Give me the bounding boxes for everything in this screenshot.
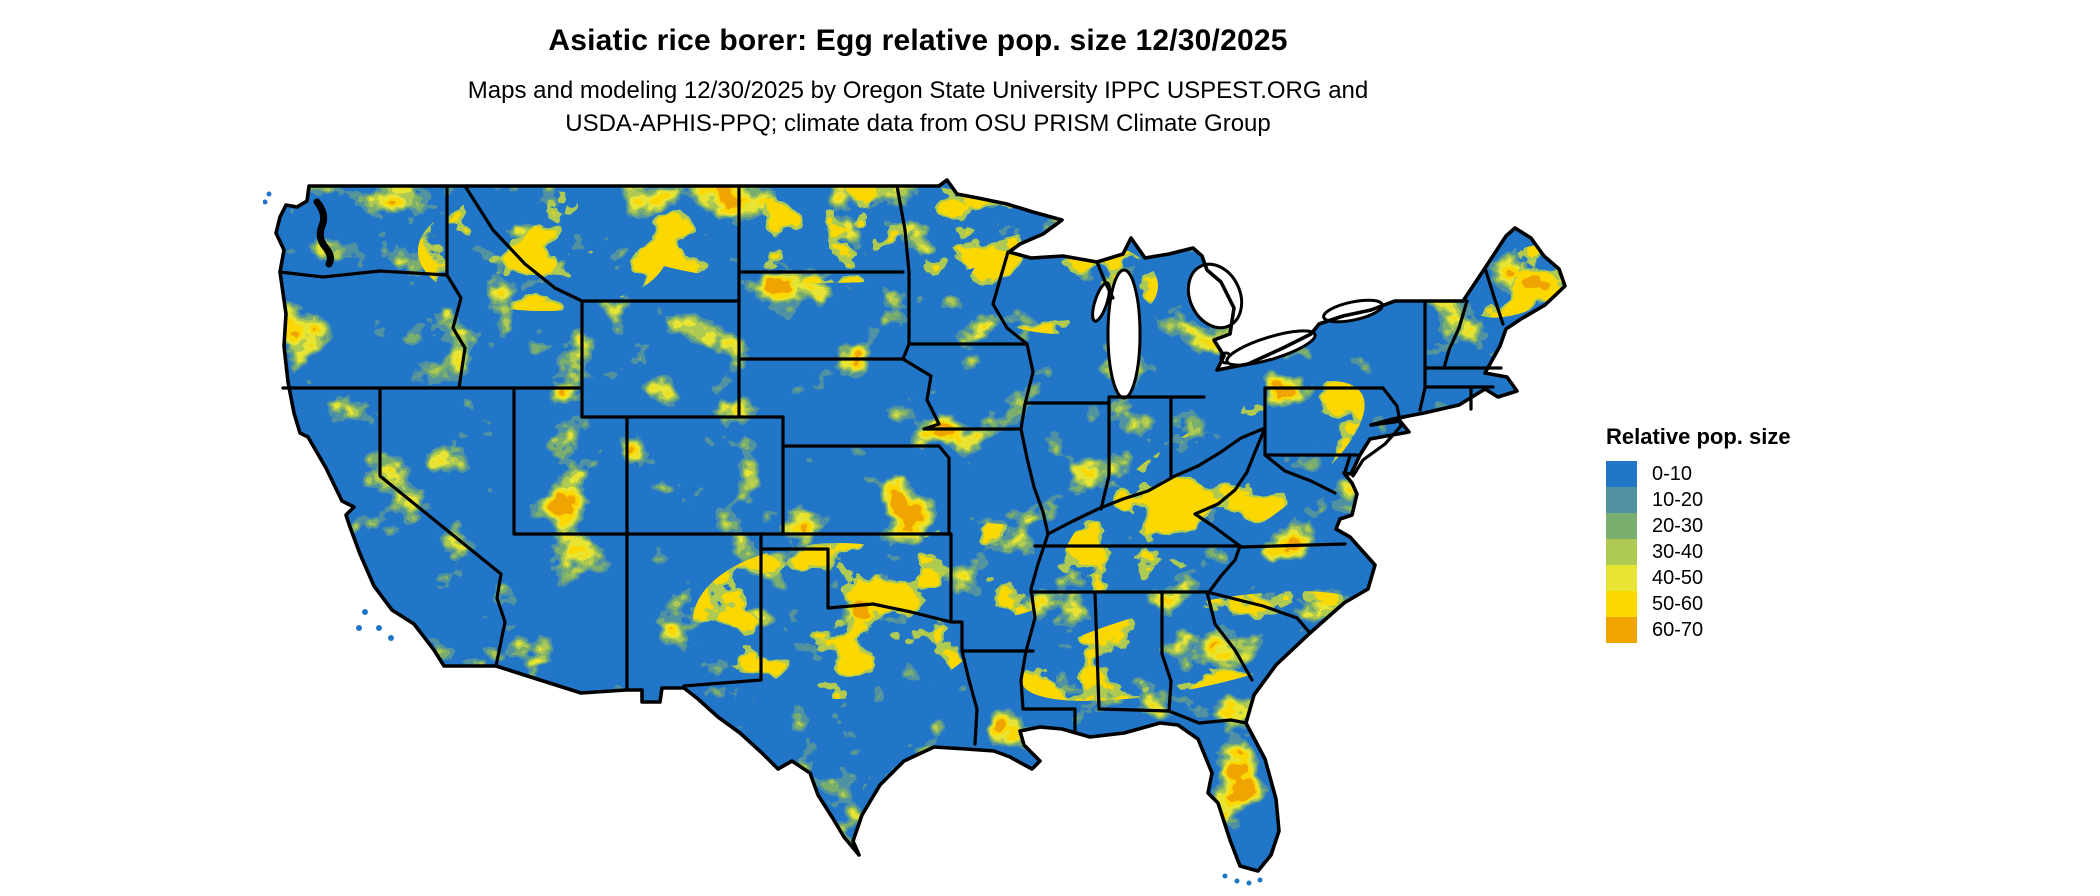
- san-juan-island-dot: [266, 191, 272, 197]
- lake-erie: [1225, 329, 1317, 367]
- legend-item: 20-30: [1606, 513, 1906, 539]
- legend-swatch: [1606, 513, 1637, 539]
- legend-item: 40-50: [1606, 565, 1906, 591]
- legend-item: 0-10: [1606, 461, 1906, 487]
- page-subtitle: Maps and modeling 12/30/2025 by Oregon S…: [0, 74, 1836, 140]
- map-header: Asiatic rice borer: Egg relative pop. si…: [0, 24, 1836, 140]
- legend-swatch: [1606, 487, 1637, 513]
- legend-label: 30-40: [1652, 540, 1704, 563]
- legend-item: 30-40: [1606, 539, 1906, 565]
- san-juan-island-dot: [262, 199, 268, 205]
- legend-swatch: [1606, 591, 1637, 617]
- great-lakes: [1091, 262, 1384, 400]
- legend-swatch: [1606, 565, 1637, 591]
- lake-huron: [1186, 262, 1244, 330]
- florida-keys-dot: [1246, 880, 1252, 886]
- offshore-islands: [262, 191, 1263, 886]
- channel-island-dot: [376, 625, 382, 631]
- legend-label: 10-20: [1652, 488, 1704, 511]
- legend-title: Relative pop. size: [1606, 424, 1791, 449]
- subtitle-line-2: USDA-APHIS-PPQ; climate data from OSU PR…: [565, 110, 1271, 137]
- legend-swatch: [1606, 539, 1637, 565]
- legend-item: 50-60: [1606, 591, 1906, 617]
- channel-island-dot: [388, 635, 394, 641]
- legend-label: 50-60: [1652, 592, 1704, 615]
- legend: Relative pop. size 0-10 10-20 20-30 30-4…: [1606, 424, 1906, 643]
- page-title: Asiatic rice borer: Egg relative pop. si…: [548, 24, 1288, 57]
- channel-island-dot: [362, 609, 368, 615]
- puget-sound: [313, 198, 334, 268]
- legend-label: 40-50: [1652, 566, 1704, 589]
- legend-label: 60-70: [1652, 618, 1704, 641]
- channel-island-dot: [356, 625, 362, 631]
- legend-swatch: [1606, 461, 1637, 487]
- florida-keys-dot: [1222, 873, 1228, 879]
- florida-keys-dot: [1234, 878, 1240, 884]
- legend-item: 60-70: [1606, 617, 1906, 643]
- legend-label: 20-30: [1652, 514, 1704, 537]
- legend-item: 10-20: [1606, 487, 1906, 513]
- us-map: [262, 176, 1573, 891]
- lake-michigan: [1106, 268, 1142, 400]
- legend-label: 0-10: [1652, 462, 1693, 485]
- legend-swatch: [1606, 617, 1637, 643]
- florida-keys-dot: [1257, 877, 1263, 883]
- us-map-svg: [262, 178, 1567, 886]
- subtitle-line-1: Maps and modeling 12/30/2025 by Oregon S…: [467, 77, 1369, 104]
